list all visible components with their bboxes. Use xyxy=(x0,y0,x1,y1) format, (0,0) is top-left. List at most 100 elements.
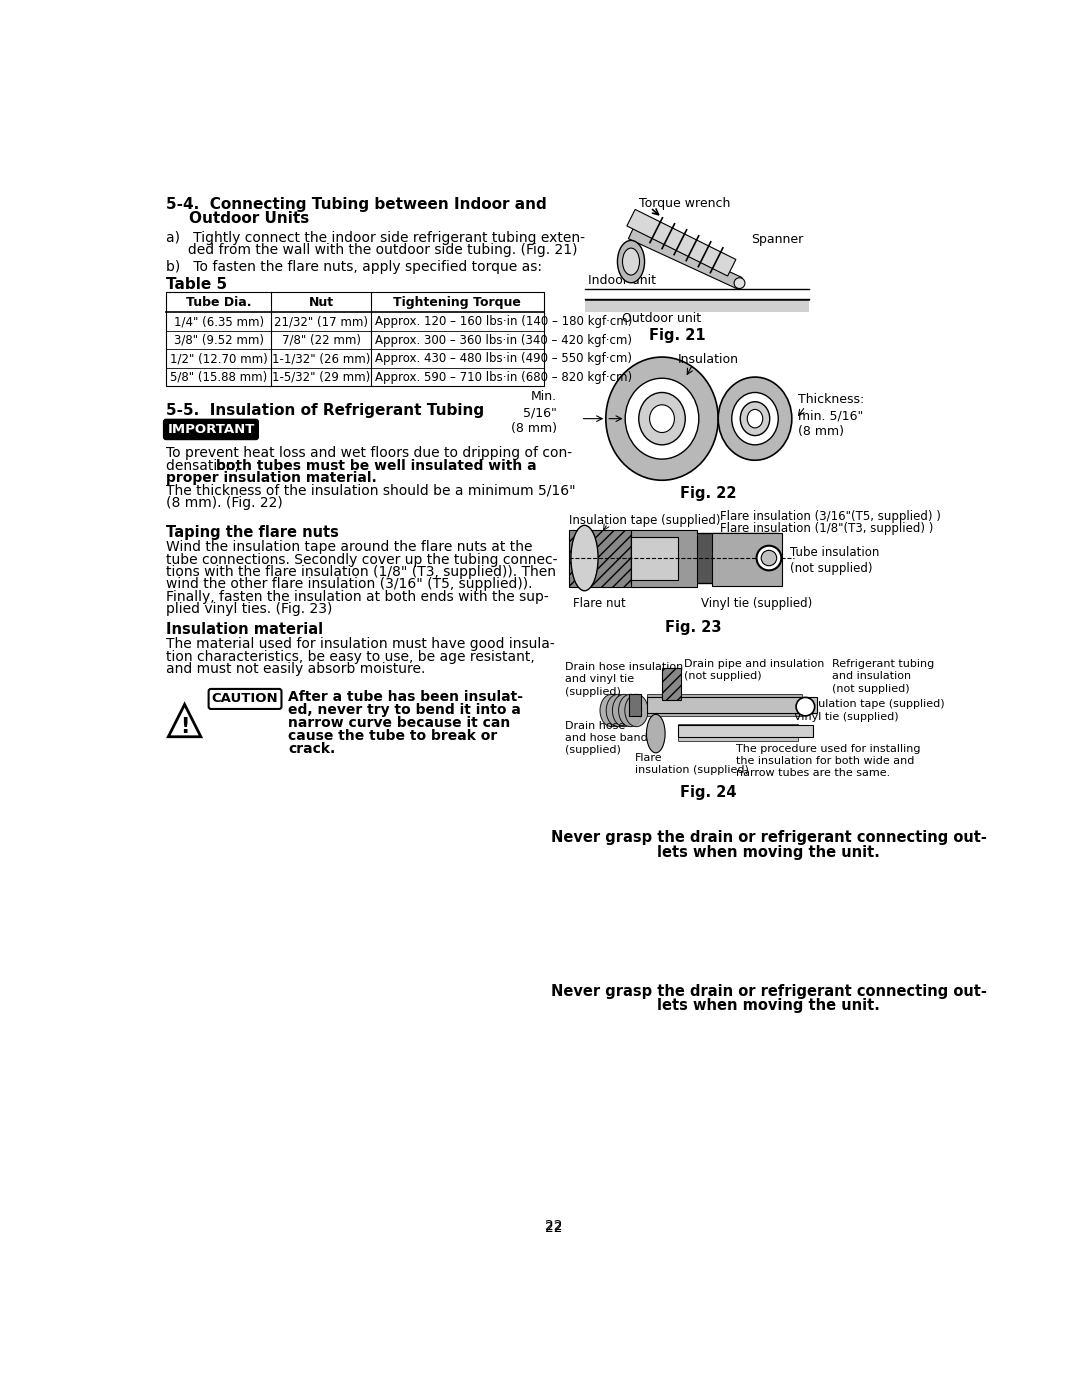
Text: proper insulation material.: proper insulation material. xyxy=(166,471,377,485)
Text: and must not easily absorb moisture.: and must not easily absorb moisture. xyxy=(166,662,426,676)
Bar xyxy=(166,292,544,387)
Text: Spanner: Spanner xyxy=(751,233,804,246)
Ellipse shape xyxy=(600,694,623,726)
Bar xyxy=(584,300,809,313)
Ellipse shape xyxy=(622,249,639,275)
Bar xyxy=(713,534,782,585)
Text: !: ! xyxy=(180,717,189,736)
Circle shape xyxy=(757,546,781,570)
FancyBboxPatch shape xyxy=(163,419,259,440)
Text: CAUTION: CAUTION xyxy=(212,693,279,705)
Text: tube connections. Secondly cover up the tubing connec-: tube connections. Secondly cover up the … xyxy=(166,553,557,567)
Ellipse shape xyxy=(625,379,699,460)
Bar xyxy=(647,694,801,715)
Text: Drain pipe and insulation
(not supplied): Drain pipe and insulation (not supplied) xyxy=(684,659,824,682)
Text: Taping the flare nuts: Taping the flare nuts xyxy=(166,525,339,539)
Bar xyxy=(569,529,635,587)
Text: Insulation tape (supplied): Insulation tape (supplied) xyxy=(801,698,944,708)
Text: Insulation material: Insulation material xyxy=(166,622,323,637)
Ellipse shape xyxy=(747,409,762,427)
Ellipse shape xyxy=(612,694,636,726)
Text: To prevent heat loss and wet floors due to dripping of con-: To prevent heat loss and wet floors due … xyxy=(166,447,572,461)
Text: Torque wrench: Torque wrench xyxy=(638,197,730,210)
Polygon shape xyxy=(629,228,742,289)
Text: IMPORTANT: IMPORTANT xyxy=(167,423,255,436)
Text: 1-1/32" (26 mm): 1-1/32" (26 mm) xyxy=(272,352,370,365)
Text: Drain hose insulation
and vinyl tie
(supplied): Drain hose insulation and vinyl tie (sup… xyxy=(565,662,684,697)
Text: 21/32" (17 mm): 21/32" (17 mm) xyxy=(274,316,368,328)
Text: 22: 22 xyxy=(544,1218,563,1232)
Text: Fig. 23: Fig. 23 xyxy=(665,620,721,636)
Text: lets when moving the unit.: lets when moving the unit. xyxy=(657,845,880,861)
Text: Tube insulation
(not supplied): Tube insulation (not supplied) xyxy=(789,546,879,576)
Text: Min.
5/16"
(8 mm): Min. 5/16" (8 mm) xyxy=(511,390,556,434)
Text: Table 5: Table 5 xyxy=(166,277,227,292)
Text: Flare nut: Flare nut xyxy=(572,598,625,610)
Circle shape xyxy=(761,550,777,566)
Text: 1/4" (6.35 mm): 1/4" (6.35 mm) xyxy=(174,316,264,328)
Text: both tubes must be well insulated with a: both tubes must be well insulated with a xyxy=(216,458,537,472)
Text: The procedure used for installing
the insulation for both wide and
narrow tubes : The procedure used for installing the in… xyxy=(735,743,920,778)
Text: Wind the insulation tape around the flare nuts at the: Wind the insulation tape around the flar… xyxy=(166,541,532,555)
Text: Flare insulation (3/16"(T5, supplied) ): Flare insulation (3/16"(T5, supplied) ) xyxy=(720,510,941,524)
Text: cause the tube to break or: cause the tube to break or xyxy=(288,729,498,743)
Ellipse shape xyxy=(606,694,630,726)
Text: Insulation: Insulation xyxy=(677,353,739,366)
Ellipse shape xyxy=(732,393,779,444)
Text: Indoor unit: Indoor unit xyxy=(589,274,657,286)
Text: 1-5/32" (29 mm): 1-5/32" (29 mm) xyxy=(272,370,370,384)
Ellipse shape xyxy=(647,714,665,753)
Bar xyxy=(631,538,677,580)
Ellipse shape xyxy=(625,694,648,726)
Polygon shape xyxy=(626,210,735,277)
Circle shape xyxy=(796,697,814,715)
Text: narrow curve because it can: narrow curve because it can xyxy=(288,715,511,729)
Text: Tube Dia.: Tube Dia. xyxy=(186,296,252,309)
Bar xyxy=(677,724,798,740)
Text: (8 mm). (Fig. 22): (8 mm). (Fig. 22) xyxy=(166,496,283,510)
Text: plied vinyl ties. (Fig. 23): plied vinyl ties. (Fig. 23) xyxy=(166,602,333,616)
Ellipse shape xyxy=(618,240,645,282)
Text: Flare insulation (1/8"(T3, supplied) ): Flare insulation (1/8"(T3, supplied) ) xyxy=(720,522,933,535)
Text: ded from the wall with the outdoor side tubing. (Fig. 21): ded from the wall with the outdoor side … xyxy=(166,243,578,257)
Bar xyxy=(631,529,697,587)
Ellipse shape xyxy=(606,358,718,481)
Ellipse shape xyxy=(571,525,598,591)
Text: Nut: Nut xyxy=(309,296,334,309)
Text: 22: 22 xyxy=(544,1221,563,1235)
Text: Tightening Torque: Tightening Torque xyxy=(393,296,522,309)
Text: 3/8" (9.52 mm): 3/8" (9.52 mm) xyxy=(174,334,264,346)
Bar xyxy=(630,694,642,715)
Text: Vinyl tie (supplied): Vinyl tie (supplied) xyxy=(701,598,812,610)
Text: Fig. 22: Fig. 22 xyxy=(680,486,737,500)
Text: Approx. 120 – 160 lbs·in (140 – 180 kgf·cm): Approx. 120 – 160 lbs·in (140 – 180 kgf·… xyxy=(375,316,633,328)
Text: Flare
insulation (supplied): Flare insulation (supplied) xyxy=(635,753,748,775)
Ellipse shape xyxy=(740,402,770,436)
Text: After a tube has been insulat-: After a tube has been insulat- xyxy=(288,690,524,704)
Text: 5/8" (15.88 mm): 5/8" (15.88 mm) xyxy=(170,370,268,384)
Text: ed, never try to bend it into a: ed, never try to bend it into a xyxy=(288,703,522,717)
Text: 1/2" (12.70 mm): 1/2" (12.70 mm) xyxy=(170,352,268,365)
FancyBboxPatch shape xyxy=(208,689,282,708)
Text: Refrigerant tubing
and insulation
(not supplied): Refrigerant tubing and insulation (not s… xyxy=(833,659,935,694)
Text: Outdoor unit: Outdoor unit xyxy=(622,313,702,326)
Text: Never grasp the drain or refrigerant connecting out-: Never grasp the drain or refrigerant con… xyxy=(551,830,986,845)
Text: wind the other flare insulation (3/16" (T5, supplied)).: wind the other flare insulation (3/16" (… xyxy=(166,577,532,591)
Text: Fig. 24: Fig. 24 xyxy=(680,785,737,800)
Ellipse shape xyxy=(649,405,674,433)
Text: 7/8" (22 mm): 7/8" (22 mm) xyxy=(282,334,361,346)
Bar xyxy=(662,668,681,700)
Text: b)   To fasten the flare nuts, apply specified torque as:: b) To fasten the flare nuts, apply speci… xyxy=(166,260,542,274)
Bar xyxy=(677,725,813,738)
Ellipse shape xyxy=(638,393,685,444)
Text: lets when moving the unit.: lets when moving the unit. xyxy=(657,997,880,1013)
Text: Approx. 430 – 480 lbs·in (490 – 550 kgf·cm): Approx. 430 – 480 lbs·in (490 – 550 kgf·… xyxy=(375,352,632,365)
Text: Thickness:
min. 5/16"
(8 mm): Thickness: min. 5/16" (8 mm) xyxy=(798,393,864,439)
Text: a)   Tightly connect the indoor side refrigerant tubing exten-: a) Tightly connect the indoor side refri… xyxy=(166,231,585,244)
Text: tion characteristics, be easy to use, be age resistant,: tion characteristics, be easy to use, be… xyxy=(166,650,535,664)
Text: The material used for insulation must have good insula-: The material used for insulation must ha… xyxy=(166,637,555,651)
Text: Insulation tape (supplied): Insulation tape (supplied) xyxy=(569,514,720,527)
Text: Vinyl tie (supplied): Vinyl tie (supplied) xyxy=(794,712,899,722)
Text: Outdoor Units: Outdoor Units xyxy=(189,211,310,226)
Text: densation,: densation, xyxy=(166,458,243,472)
